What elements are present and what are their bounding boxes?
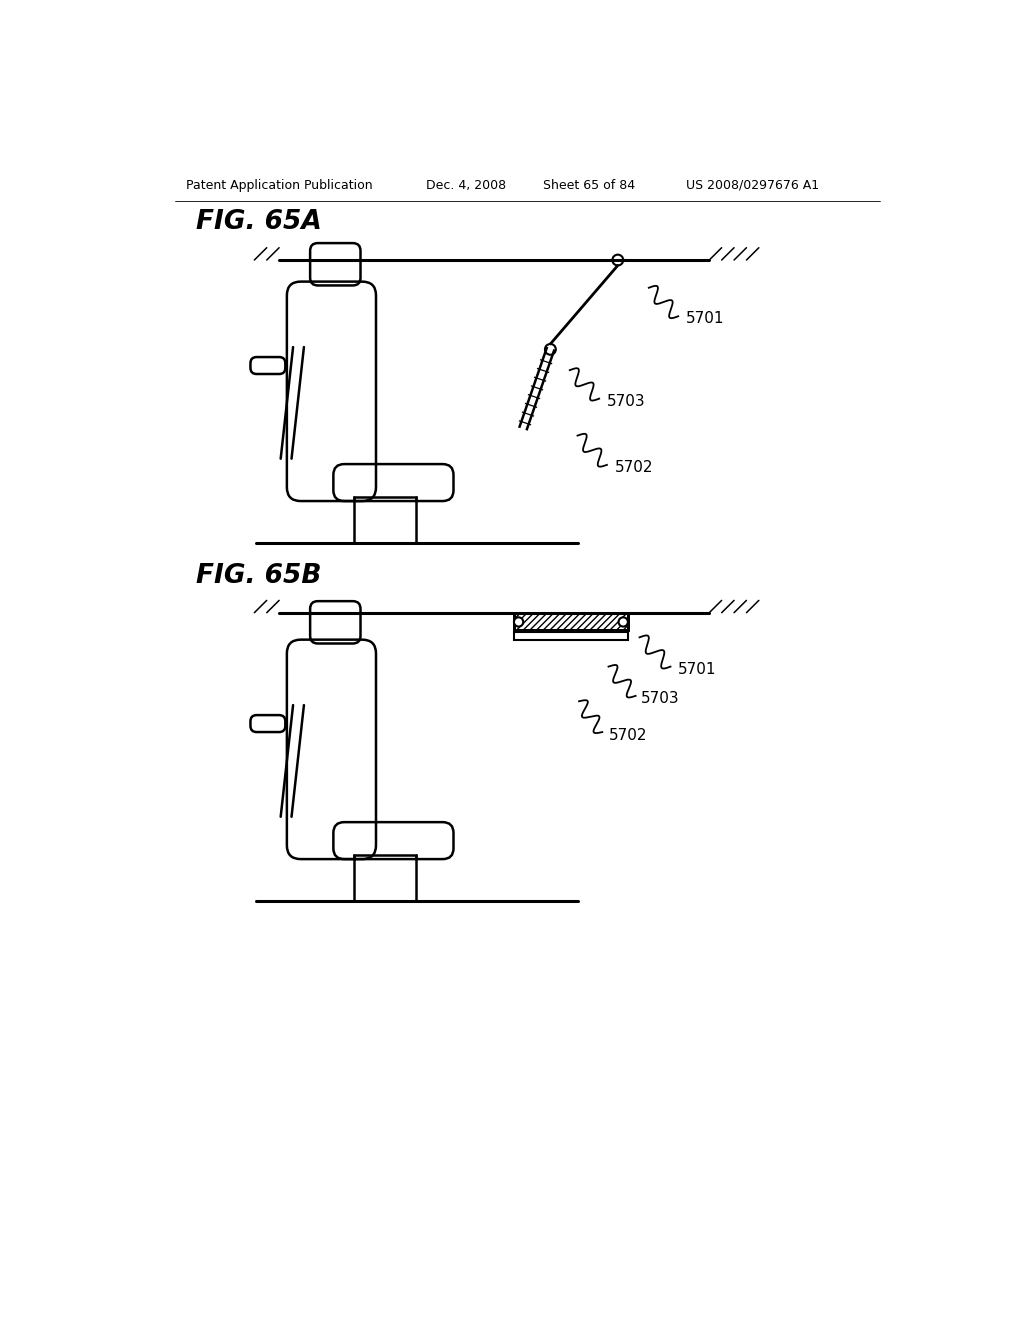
Bar xyxy=(514,632,628,640)
Text: Sheet 65 of 84: Sheet 65 of 84 xyxy=(543,178,635,191)
Bar xyxy=(514,614,628,631)
Text: 5702: 5702 xyxy=(608,729,647,743)
Text: Patent Application Publication: Patent Application Publication xyxy=(186,178,373,191)
Bar xyxy=(354,855,417,902)
Text: FIG. 65A: FIG. 65A xyxy=(197,209,322,235)
Text: 5703: 5703 xyxy=(607,395,645,409)
Bar xyxy=(354,498,417,544)
Text: FIG. 65B: FIG. 65B xyxy=(197,562,322,589)
Text: 5702: 5702 xyxy=(614,461,653,475)
Text: 5701: 5701 xyxy=(678,663,717,677)
Text: US 2008/0297676 A1: US 2008/0297676 A1 xyxy=(686,178,819,191)
Circle shape xyxy=(514,618,523,627)
Bar xyxy=(514,614,628,631)
Circle shape xyxy=(545,345,556,355)
Circle shape xyxy=(618,618,628,627)
Circle shape xyxy=(612,255,624,265)
Text: 5701: 5701 xyxy=(686,312,725,326)
Text: 5703: 5703 xyxy=(641,692,680,706)
Bar xyxy=(514,614,628,631)
Text: Dec. 4, 2008: Dec. 4, 2008 xyxy=(426,178,507,191)
